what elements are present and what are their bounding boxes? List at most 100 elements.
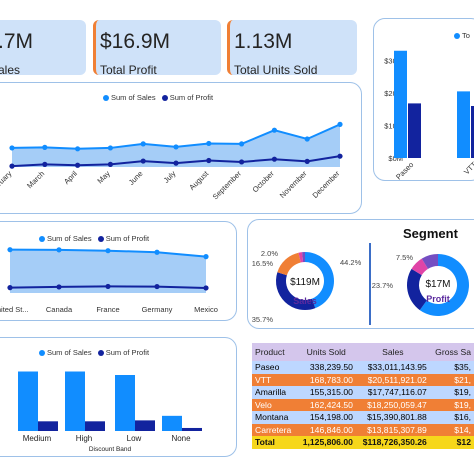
sales-point <box>42 144 48 150</box>
cell-gross: $35, <box>429 361 474 374</box>
cell-gross: $19, <box>429 398 474 411</box>
sales-point <box>75 146 81 152</box>
donut-data-label: 7.5% <box>396 253 413 262</box>
segment-title: Segment <box>403 226 458 241</box>
cell-gross: $21, <box>429 373 474 386</box>
table-header-row: Product Units Sold Sales Gross Sa <box>252 343 474 361</box>
profit-point <box>271 156 277 162</box>
kpi-label: ales <box>0 63 21 77</box>
cell-sales: $18,250,059.47 <box>355 398 430 411</box>
y-tick-label: $30M <box>384 57 403 66</box>
legend-sales-label: Sum of Sales <box>47 234 92 243</box>
profit-point <box>140 158 146 164</box>
x-tick-label: December <box>311 169 342 200</box>
category-label: High <box>76 434 92 443</box>
profit-point <box>304 158 310 164</box>
profit-point <box>42 161 48 167</box>
x-axis-title: Discount Band <box>89 446 132 453</box>
sales-bar <box>65 371 85 431</box>
profit-point <box>154 283 160 290</box>
col-header-units[interactable]: Units Sold <box>296 343 356 361</box>
x-tick-label: March <box>25 169 46 190</box>
table-total-row: Total 1,125,806.00 $118,726,350.26 $12 <box>252 436 474 449</box>
x-tick-label: October <box>251 169 277 195</box>
table-row[interactable]: Velo 162,424.50 $18,250,059.47 $19, <box>252 398 474 411</box>
profit-bar <box>182 427 202 431</box>
cell-total-units: 1,125,806.00 <box>296 436 356 449</box>
sales-point <box>56 247 62 253</box>
donut-slice <box>421 254 438 269</box>
donut-slice <box>305 252 334 309</box>
sales-bar <box>394 50 407 158</box>
x-tick-label: Mexico <box>194 305 218 314</box>
x-tick-label: August <box>187 168 211 192</box>
sales-point <box>105 248 111 254</box>
sales-bar <box>162 415 182 431</box>
sales-bar <box>115 375 135 431</box>
x-tick-label: United St... <box>0 305 29 314</box>
legend-label: To <box>462 31 470 40</box>
legend-sales-label: Sum of Sales <box>111 93 156 102</box>
monthly-chart-legend: Sum of Sales Sum of Profit <box>99 93 213 102</box>
x-tick-label: February <box>0 169 14 197</box>
sales-area-fill <box>12 124 340 167</box>
col-header-gross[interactable]: Gross Sa <box>429 343 474 361</box>
x-tick-label: November <box>278 169 309 200</box>
cell-product: Amarilla <box>252 386 297 399</box>
category-label: Medium <box>23 434 52 443</box>
profit-point <box>107 161 113 167</box>
table-row[interactable]: Carretera 146,846.00 $13,815,307.89 $14, <box>252 423 474 436</box>
col-header-product[interactable]: Product <box>252 343 297 361</box>
cell-product: VTT <box>252 373 297 386</box>
x-tick-label: April <box>62 169 79 186</box>
x-tick-label: September <box>211 169 244 202</box>
cell-sales: $15,390,801.88 <box>355 411 430 424</box>
sales-point <box>206 140 212 147</box>
donut-center-value: $119M <box>290 277 320 288</box>
kpi-total-units: 1.13M Total Units Sold <box>227 20 357 77</box>
sales-bar <box>457 91 470 158</box>
donut-data-label: 2.0% <box>261 249 278 258</box>
sales-point <box>140 141 146 147</box>
donut-data-label: 23.7% <box>372 281 394 290</box>
profit-bar <box>85 421 105 431</box>
legend-sales-marker <box>39 236 45 243</box>
profit-bar <box>408 103 421 158</box>
kpi-value: .7M <box>0 30 34 53</box>
x-tick-label: France <box>96 305 119 314</box>
donut-data-label: 35.7% <box>252 315 274 324</box>
donut-slice <box>302 252 305 263</box>
cell-product: Carretera <box>252 423 297 436</box>
table-row[interactable]: VTT 168,783.00 $20,511,921.02 $21, <box>252 373 474 386</box>
monthly-sales-profit-chart: February March April May June July August Septe… <box>0 121 343 202</box>
legend-sales-marker <box>103 95 109 102</box>
legend-profit-marker <box>97 350 104 357</box>
sales-bar <box>18 371 38 431</box>
cell-sales: $13,815,307.89 <box>355 423 430 436</box>
donut-slice <box>276 272 316 310</box>
legend-profit-label: Sum of Profit <box>105 234 150 243</box>
legend-profit-marker <box>161 95 168 102</box>
sales-point <box>271 127 277 133</box>
table-row[interactable]: Montana 154,198.00 $15,390,801.88 $16, <box>252 411 474 424</box>
x-tick-label: June <box>127 169 145 187</box>
category-label: VTT <box>462 160 474 177</box>
profit-point <box>203 285 209 291</box>
x-tick-label: July <box>162 169 178 185</box>
cell-gross: $16, <box>429 411 474 424</box>
sales-point <box>9 145 15 151</box>
y-tick-label: $10M <box>384 122 403 131</box>
col-header-sales[interactable]: Sales <box>355 343 430 361</box>
cell-gross: $19, <box>429 386 474 399</box>
cell-units: 162,424.50 <box>296 398 356 411</box>
table-row[interactable]: Paseo 338,239.50 $33,011,143.95 $35, <box>252 361 474 374</box>
table-row[interactable]: Amarilla 155,315.00 $17,747,116.07 $19, <box>252 386 474 399</box>
profit-point <box>173 160 179 166</box>
cell-product: Montana <box>252 411 297 424</box>
y-tick-label: $20M <box>384 89 403 98</box>
donut-data-label: 44.2% <box>340 258 362 267</box>
profit-point <box>56 284 62 290</box>
kpi-label: Total Profit <box>100 63 157 77</box>
kpi-value: 1.13M <box>234 30 293 53</box>
donut-slice <box>407 268 427 311</box>
